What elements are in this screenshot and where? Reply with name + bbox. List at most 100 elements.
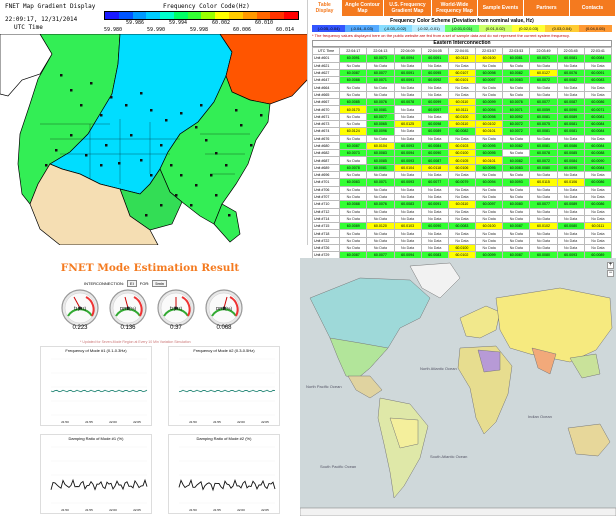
unit-cell[interactable]: Unit #714 xyxy=(311,214,341,224)
unit-cell[interactable]: Unit #687 xyxy=(311,156,341,165)
unit-cell[interactable]: Unit #671 xyxy=(311,112,341,121)
unit-cell[interactable]: Unit #674 xyxy=(311,127,341,136)
unit-cell[interactable]: Unit #682 xyxy=(311,149,341,158)
unit-cell[interactable]: Unit #722 xyxy=(311,236,341,246)
sensor-marker xyxy=(175,194,178,197)
unit-cell[interactable]: Unit #670 xyxy=(311,105,341,114)
unit-cell[interactable]: Unit #647 xyxy=(311,76,341,85)
frequency-cell: No Data xyxy=(393,207,422,216)
frequency-cell: 60.0071 xyxy=(529,54,558,63)
duration-select[interactable]: 5min xyxy=(152,280,168,287)
frequency-cell: 60.0104 xyxy=(393,163,422,173)
unit-cell[interactable]: Unit #718 xyxy=(311,229,341,238)
frequency-cell: 60.0082 xyxy=(502,156,531,165)
nav-table-display[interactable]: Table Display xyxy=(308,0,342,16)
unit-cell[interactable]: Unit #712 xyxy=(311,207,341,216)
frequency-cell: No Data xyxy=(339,192,368,202)
scheme-swatch: (-0.01,0.01) xyxy=(445,25,479,32)
frequency-cell: No Data xyxy=(475,61,504,70)
frequency-cell: 60.0097 xyxy=(475,200,504,209)
frequency-cell: No Data xyxy=(366,214,395,224)
unit-cell[interactable]: Unit #673 xyxy=(311,119,341,129)
frequency-cell: 60.0087 xyxy=(502,251,531,258)
world-map[interactable]: North Atlantic Ocean South Atlantic Ocea… xyxy=(300,258,616,516)
unit-cell[interactable]: Unit #715 xyxy=(311,222,341,231)
table-row: Unit #665 No Data No Data No Data No Data No … xyxy=(311,90,613,100)
unit-cell[interactable]: Unit #621 xyxy=(311,61,341,70)
unit-cell[interactable]: Unit #627 xyxy=(311,68,341,78)
svg-text:21:50: 21:50 xyxy=(189,508,197,512)
frequency-cell: No Data xyxy=(420,61,449,70)
frequency-cell: No Data xyxy=(393,171,422,180)
unit-cell[interactable]: Unit #676 xyxy=(311,134,341,143)
sensor-marker xyxy=(240,124,243,127)
svg-text:21:50: 21:50 xyxy=(189,420,197,424)
interconnection-select[interactable]: EI xyxy=(127,280,137,287)
sensor-marker xyxy=(165,119,168,122)
zoom-out-button[interactable]: − xyxy=(607,270,614,277)
legend-tick: 59.998 xyxy=(190,27,209,33)
table-header-cell: UTC Time xyxy=(311,46,341,56)
nav-world-wide-frequency-map[interactable]: World-Wide Frequency Map xyxy=(432,0,478,16)
frequency-cell: 60.0072 xyxy=(529,156,558,165)
frequency-cell: No Data xyxy=(529,61,558,70)
sensor-marker xyxy=(160,144,163,147)
frequency-cell: 60.0082 xyxy=(502,141,531,151)
sensor-marker xyxy=(80,104,83,107)
unit-cell[interactable]: Unit #667 xyxy=(311,98,341,107)
nav-sample-events[interactable]: Sample Events xyxy=(478,0,524,16)
legend-swatch xyxy=(146,12,161,19)
zoom-in-button[interactable]: + xyxy=(607,262,614,269)
frequency-cell: 60.0081 xyxy=(529,141,558,151)
nav-us-frequency-gradient-map[interactable]: U.S. Frequency Gradient Map xyxy=(384,0,432,16)
frequency-cell: No Data xyxy=(556,90,585,100)
table-header-cell: 22:03:57 xyxy=(475,46,504,56)
frequency-cell: 60.0103 xyxy=(393,222,422,231)
scheme-swatch: (0.03,0.04) xyxy=(545,25,579,32)
frequency-cell: 60.0082 xyxy=(502,68,531,78)
unit-cell[interactable]: Unit #726 xyxy=(311,243,341,253)
ocean-label: South Pacific Ocean xyxy=(320,464,356,469)
frequency-cell: 60.0090 xyxy=(583,156,613,165)
table-header-cell: 22:03:41 xyxy=(583,46,613,56)
nav-contacts[interactable]: Contacts xyxy=(570,0,616,16)
ocean-label: Indian Ocean xyxy=(528,414,552,419)
unit-cell[interactable]: Unit #664 xyxy=(311,83,341,92)
scheme-swatch: (-0.05,-0.04) xyxy=(312,25,346,32)
unit-cell[interactable]: Unit #689 xyxy=(311,163,341,173)
svg-text:22:00: 22:00 xyxy=(237,508,245,512)
frequency-cell: 60.0090 xyxy=(420,149,449,158)
frequency-cell: No Data xyxy=(529,134,558,143)
frequency-legend-bar xyxy=(104,11,299,20)
frequency-cell: 60.0083 xyxy=(583,76,613,85)
frequency-cell: 60.0090 xyxy=(420,222,449,231)
frequency-cell: 60.0097 xyxy=(420,105,449,114)
frequency-cell: 60.0083 xyxy=(447,222,477,231)
plot-title: Damping Ratio of Mode #2 (%) xyxy=(196,436,252,441)
unit-cell[interactable]: Unit #680 xyxy=(311,141,341,151)
frequency-cell: No Data xyxy=(529,236,558,246)
frequency-cell: 60.0083 xyxy=(502,163,531,173)
sensor-marker xyxy=(205,139,208,142)
frequency-cell: 60.0078 xyxy=(393,98,422,107)
table-row: Unit #718 No Data No Data No Data No Data No … xyxy=(311,229,613,238)
frequency-cell: No Data xyxy=(502,171,531,180)
unit-cell[interactable]: Unit #710 xyxy=(311,200,341,209)
frequency-cell: 60.0071 xyxy=(502,105,531,114)
frequency-cell: 60.0093 xyxy=(502,178,531,187)
sensor-marker xyxy=(118,162,121,165)
unit-cell[interactable]: Unit #701 xyxy=(311,178,341,187)
frequency-cell: No Data xyxy=(420,171,449,180)
unit-cell[interactable]: Unit #706 xyxy=(311,185,341,194)
frequency-cell: No Data xyxy=(529,207,558,216)
frequency-cell: 60.0124 xyxy=(339,127,368,136)
unit-cell[interactable]: Unit #601 xyxy=(311,54,341,63)
sensor-markers xyxy=(45,74,263,217)
nav-partners[interactable]: Partners xyxy=(524,0,570,16)
svg-text:21:55: 21:55 xyxy=(85,420,93,424)
unit-cell[interactable]: Unit #696 xyxy=(311,171,341,180)
nav-angle-contour-map[interactable]: Angle Contour Map xyxy=(342,0,384,16)
legend-tick: 60.014 xyxy=(276,27,295,33)
unit-cell[interactable]: Unit #707 xyxy=(311,192,341,202)
unit-cell[interactable]: Unit #665 xyxy=(311,90,341,100)
